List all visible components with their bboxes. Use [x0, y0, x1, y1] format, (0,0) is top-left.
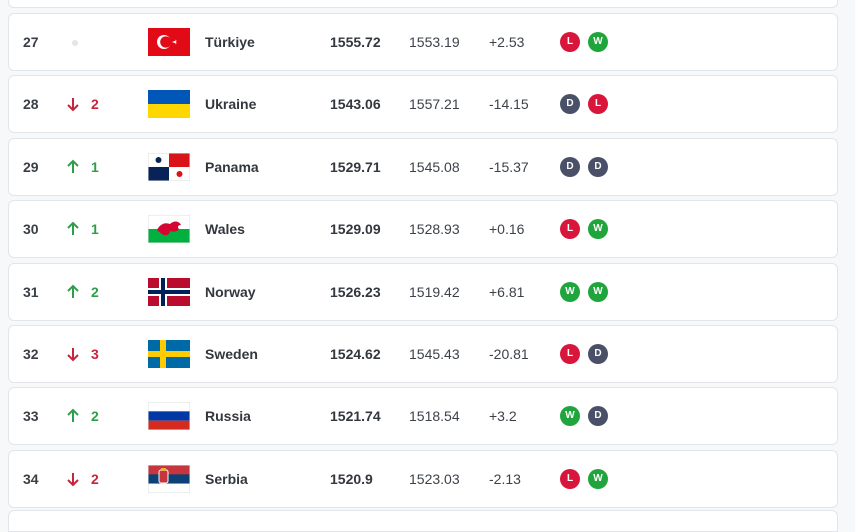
points: 1543.06 [330, 96, 381, 112]
previous-points: 1545.08 [409, 159, 460, 175]
difference: +3.2 [489, 408, 517, 424]
row-edge [8, 510, 838, 532]
page: 27 Türkiye 1555.72 1553.19 +2.53 L W 28 … [8, 0, 838, 532]
down-arrow [67, 98, 79, 112]
result-badge: W [560, 282, 580, 302]
result-badge: W [560, 406, 580, 426]
country: Ukraine [205, 96, 257, 112]
previous-points: 1519.42 [409, 284, 460, 300]
rank-change: 2 [91, 96, 99, 112]
result-badge: W [588, 219, 608, 239]
country: Wales [205, 221, 245, 237]
country: Norway [205, 284, 256, 300]
difference: +2.53 [489, 34, 525, 50]
result-badge: L [560, 219, 580, 239]
points: 1555.72 [330, 34, 381, 50]
rank: 34 [23, 471, 39, 487]
flag [148, 340, 190, 368]
ranking-row[interactable]: 33 2 Russia 1521.74 1518.54 +3.2 W D [8, 387, 838, 445]
result-badge: L [560, 344, 580, 364]
result-badge: D [588, 157, 608, 177]
result-badge: W [588, 282, 608, 302]
points: 1529.71 [330, 159, 381, 175]
no-change-dot [72, 40, 78, 46]
rank: 29 [23, 159, 39, 175]
result-badge: W [588, 469, 608, 489]
flag [148, 278, 190, 306]
rank: 30 [23, 221, 39, 237]
rank: 28 [23, 96, 39, 112]
ranking-row[interactable]: 32 3 Sweden 1524.62 1545.43 -20.81 L D [8, 325, 838, 383]
down-arrow [67, 473, 79, 487]
rank: 33 [23, 408, 39, 424]
previous-points: 1557.21 [409, 96, 460, 112]
rank-change: 2 [91, 284, 99, 300]
result-badge: D [560, 157, 580, 177]
difference: -2.13 [489, 471, 521, 487]
previous-points: 1523.03 [409, 471, 460, 487]
country: Serbia [205, 471, 248, 487]
previous-points: 1518.54 [409, 408, 460, 424]
ranking-row[interactable]: 34 2 Serbia 1520.9 1523.03 -2.13 L W [8, 450, 838, 508]
up-arrow [67, 408, 79, 422]
country: Türkiye [205, 34, 255, 50]
up-arrow [67, 159, 79, 173]
ranking-row[interactable]: 27 Türkiye 1555.72 1553.19 +2.53 L W [8, 13, 838, 71]
up-arrow [67, 221, 79, 235]
difference: +6.81 [489, 284, 525, 300]
down-arrow [67, 348, 79, 362]
result-badge: D [588, 344, 608, 364]
rank-change: 1 [91, 159, 99, 175]
ranking-row[interactable]: 29 1 Panama 1529.71 1545.08 -15.37 D D [8, 138, 838, 196]
points: 1526.23 [330, 284, 381, 300]
points: 1524.62 [330, 346, 381, 362]
result-badge: L [560, 469, 580, 489]
difference: -15.37 [489, 159, 529, 175]
flag [148, 402, 190, 430]
difference: -20.81 [489, 346, 529, 362]
difference: +0.16 [489, 221, 525, 237]
ranking-row[interactable]: 31 2 Norway 1526.23 1519.42 +6.81 W W [8, 263, 838, 321]
flag [148, 90, 190, 118]
previous-points: 1545.43 [409, 346, 460, 362]
flag [148, 153, 190, 181]
result-badge: L [588, 94, 608, 114]
rank: 31 [23, 284, 39, 300]
flag [148, 465, 190, 493]
difference: -14.15 [489, 96, 529, 112]
points: 1521.74 [330, 408, 381, 424]
previous-points: 1553.19 [409, 34, 460, 50]
previous-points: 1528.93 [409, 221, 460, 237]
rank: 27 [23, 34, 39, 50]
ranking-row[interactable]: 30 1 Wales 1529.09 1528.93 +0.16 L W [8, 200, 838, 258]
rank-change: 2 [91, 408, 99, 424]
ranking-row[interactable]: 28 2 Ukraine 1543.06 1557.21 -14.15 D L [8, 75, 838, 133]
flag [148, 215, 190, 243]
up-arrow [67, 284, 79, 298]
rank-change: 1 [91, 221, 99, 237]
result-badge: D [560, 94, 580, 114]
country: Panama [205, 159, 259, 175]
result-badge: W [588, 32, 608, 52]
points: 1520.9 [330, 471, 373, 487]
country: Sweden [205, 346, 258, 362]
result-badge: L [560, 32, 580, 52]
rank: 32 [23, 346, 39, 362]
points: 1529.09 [330, 221, 381, 237]
rank-change: 2 [91, 471, 99, 487]
flag [148, 28, 190, 56]
country: Russia [205, 408, 251, 424]
rank-change: 3 [91, 346, 99, 362]
result-badge: D [588, 406, 608, 426]
row-edge [8, 0, 838, 8]
